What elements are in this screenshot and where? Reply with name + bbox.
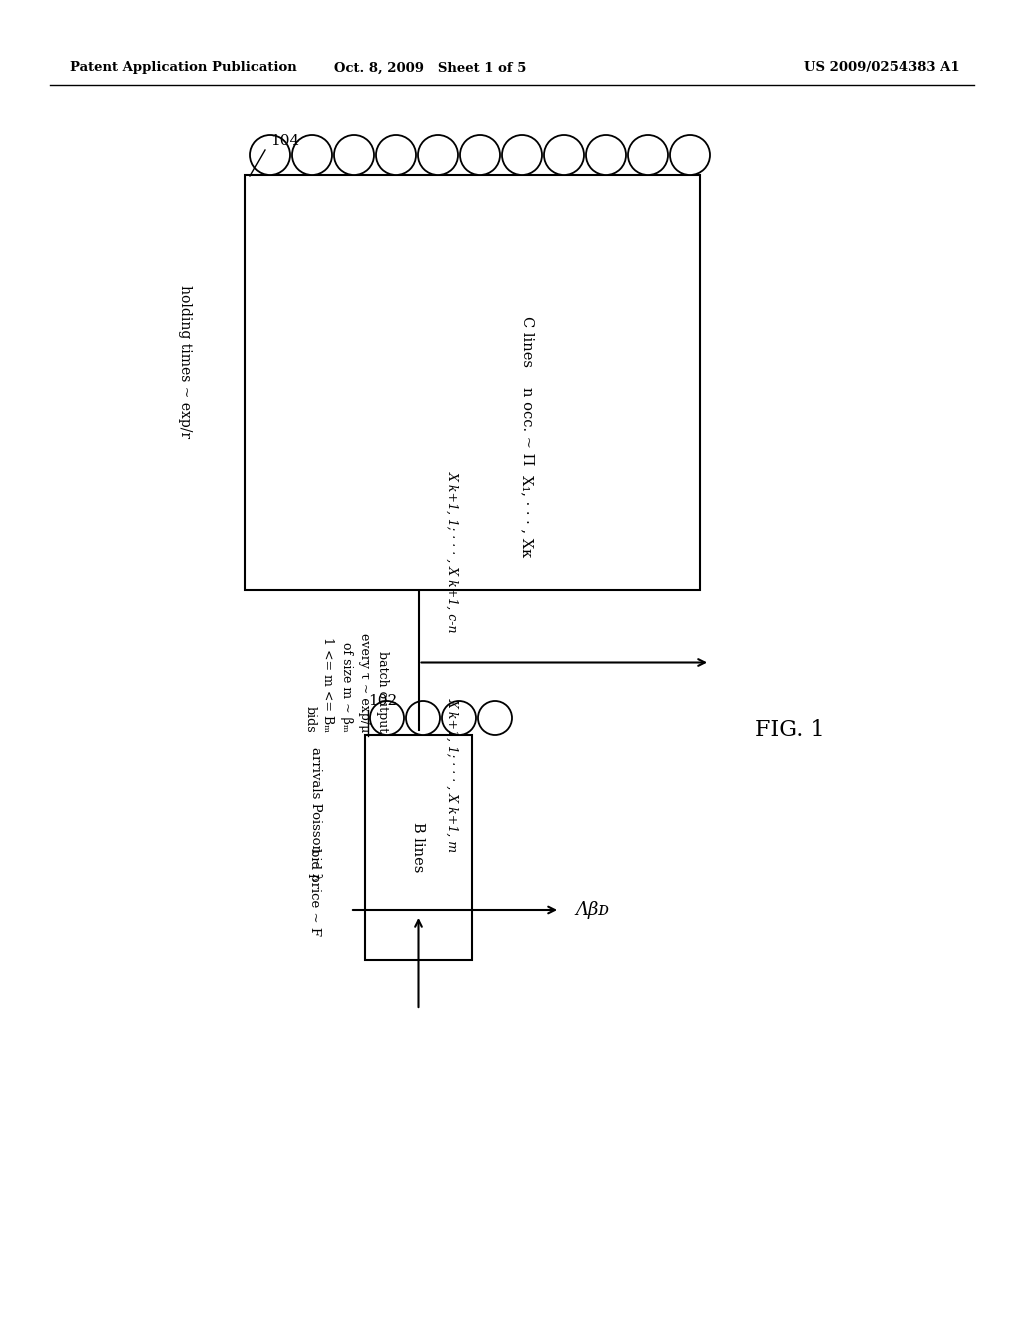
- Circle shape: [376, 135, 416, 176]
- Text: X k+1, 1; · · · , X k+1, c-n: X k+1, 1; · · · , X k+1, c-n: [446, 471, 460, 632]
- Text: arrivals Poisson ~ λ: arrivals Poisson ~ λ: [308, 747, 322, 880]
- Text: C lines: C lines: [520, 315, 535, 367]
- Circle shape: [586, 135, 626, 176]
- Text: Λβᴅ: Λβᴅ: [575, 902, 609, 919]
- Circle shape: [544, 135, 584, 176]
- Circle shape: [502, 135, 542, 176]
- Text: Patent Application Publication: Patent Application Publication: [70, 62, 297, 74]
- Text: n occ. ~ Π: n occ. ~ Π: [520, 387, 535, 465]
- Circle shape: [334, 135, 374, 176]
- Circle shape: [670, 135, 710, 176]
- Circle shape: [628, 135, 668, 176]
- Circle shape: [478, 701, 512, 735]
- Circle shape: [250, 135, 290, 176]
- Text: US 2009/0254383 A1: US 2009/0254383 A1: [805, 62, 961, 74]
- Bar: [365, 735, 472, 960]
- Bar: [245, 176, 700, 590]
- Circle shape: [370, 701, 404, 735]
- Circle shape: [418, 135, 458, 176]
- Text: batch output
every τ ~ exp/μ
of size m ~ βₘ
1 <= m <= Bₘ
bids: batch output every τ ~ exp/μ of size m ~…: [303, 632, 388, 733]
- Text: FIG. 1: FIG. 1: [755, 719, 824, 741]
- Text: Oct. 8, 2009   Sheet 1 of 5: Oct. 8, 2009 Sheet 1 of 5: [334, 62, 526, 74]
- Text: 102: 102: [368, 694, 397, 708]
- Text: 104: 104: [270, 135, 299, 148]
- Text: B lines: B lines: [412, 822, 426, 873]
- Text: holding times ~ exp/r: holding times ~ exp/r: [178, 285, 193, 438]
- Circle shape: [292, 135, 332, 176]
- Circle shape: [460, 135, 500, 176]
- Circle shape: [406, 701, 440, 735]
- Text: X₁, · · · , Xᴋ: X₁, · · · , Xᴋ: [520, 475, 535, 557]
- Circle shape: [442, 701, 476, 735]
- Text: X k+1, 1; · · · , X k+1, m: X k+1, 1; · · · , X k+1, m: [446, 697, 460, 851]
- Text: bid price ~ F: bid price ~ F: [308, 849, 322, 936]
